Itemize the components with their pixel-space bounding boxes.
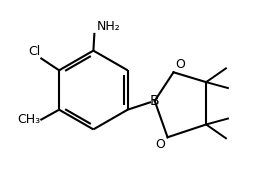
Text: NH₂: NH₂ xyxy=(96,20,120,33)
Text: B: B xyxy=(150,94,159,108)
Text: O: O xyxy=(175,58,185,71)
Text: Cl: Cl xyxy=(28,45,40,58)
Text: O: O xyxy=(156,138,166,151)
Text: CH₃: CH₃ xyxy=(17,113,40,126)
